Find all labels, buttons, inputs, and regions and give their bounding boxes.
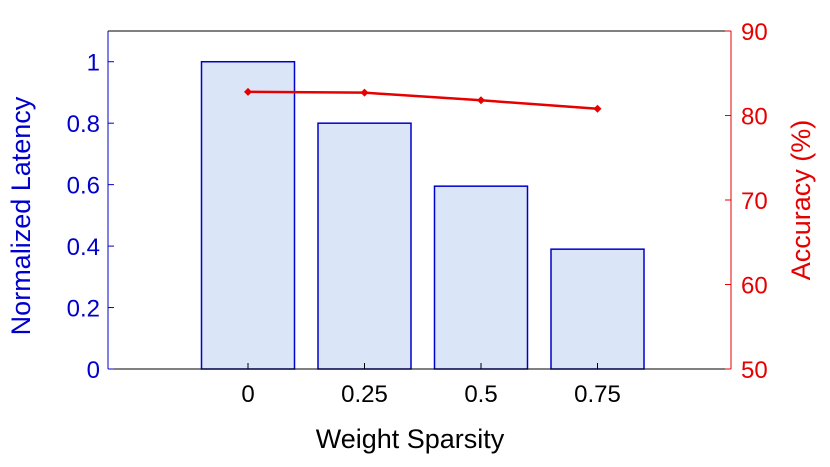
- right-tick-label-4: 90: [741, 19, 768, 46]
- bar-0: [200, 60, 296, 370]
- accuracy-marker-2: [477, 96, 485, 105]
- left-y-axis-label: Normalized Latency: [6, 96, 36, 335]
- x-tick-label-2: 0.5: [464, 381, 497, 408]
- x-tick-label-3: 0.75: [574, 381, 621, 408]
- left-tick-label-5: 1: [87, 50, 100, 77]
- right-tick-label-3: 80: [741, 104, 768, 131]
- accuracy-marker-0: [244, 87, 252, 96]
- left-tick-label-1: 0.2: [67, 296, 100, 323]
- axes: 0 0.2 0.4 0.6 0.8 1 50 60 70 80 90 0 0.25 0.5 0.75: [67, 19, 768, 408]
- right-tick-label-0: 50: [741, 357, 768, 384]
- bar-2: [433, 185, 529, 370]
- left-tick-label-2: 0.4: [67, 234, 100, 261]
- accuracy-marker-1: [360, 88, 369, 97]
- bar-series: [200, 60, 645, 370]
- bar-3: [550, 248, 645, 370]
- left-tick-label-3: 0.6: [67, 173, 100, 200]
- bar-1: [317, 122, 412, 370]
- x-tick-label-0: 0: [241, 381, 254, 408]
- right-y-axis-label: Accuracy (%): [786, 120, 816, 281]
- left-tick-label-0: 0: [87, 357, 100, 384]
- x-axis-label: Weight Sparsity: [316, 424, 505, 454]
- right-tick-label-1: 60: [741, 273, 768, 300]
- left-tick-label-4: 0.8: [67, 111, 100, 138]
- right-tick-label-2: 70: [741, 188, 768, 215]
- accuracy-line: [247, 90, 598, 110]
- line-series: [244, 87, 602, 113]
- accuracy-marker-3: [593, 104, 602, 113]
- x-tick-label-1: 0.25: [341, 381, 388, 408]
